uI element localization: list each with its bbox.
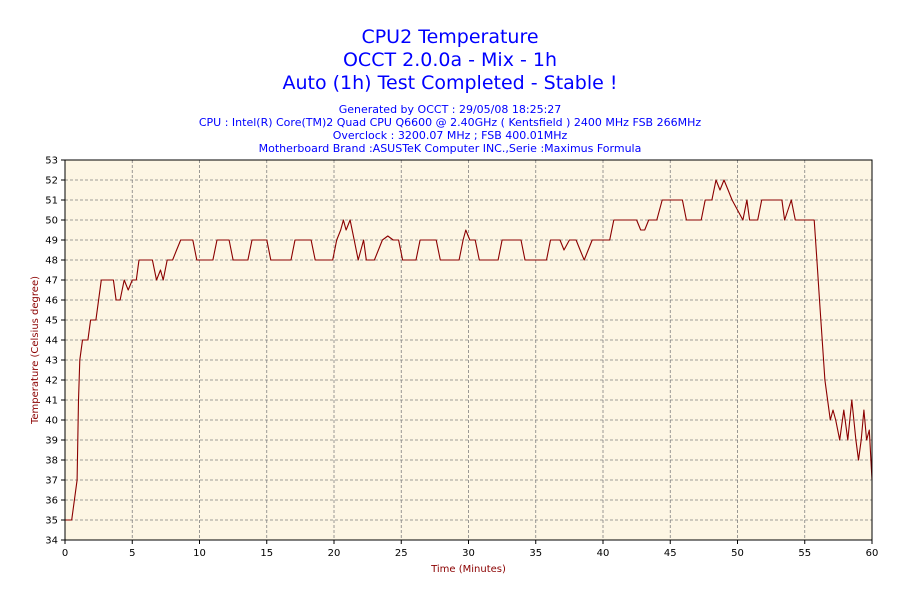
x-tick-label: 5 — [129, 548, 135, 559]
chart-subtitle: OCCT 2.0.0a - Mix - 1h — [342, 49, 558, 71]
chart-status: Auto (1h) Test Completed - Stable ! — [282, 72, 618, 94]
x-tick-label: 50 — [731, 548, 744, 559]
temperature-series-line — [65, 179, 873, 521]
y-tick-label: 35 — [45, 516, 58, 527]
y-tick-label: 44 — [45, 336, 58, 347]
y-tick-label: 52 — [45, 176, 58, 187]
x-tick-label: 60 — [866, 548, 879, 559]
cpu-info: CPU : Intel(R) Core(TM)2 Quad CPU Q6600 … — [198, 116, 702, 129]
y-tick-label: 49 — [45, 236, 58, 247]
x-tick-label: 30 — [462, 548, 475, 559]
generated-info: Generated by OCCT : 29/05/08 18:25:27 — [338, 103, 562, 116]
axis-ticks: 3435363738394041424344454647484950515253… — [45, 156, 878, 560]
y-tick-label: 48 — [45, 256, 58, 267]
x-tick-label: 0 — [62, 548, 68, 559]
y-tick-label: 51 — [45, 196, 58, 207]
x-tick-label: 15 — [260, 548, 273, 559]
x-tick-label: 40 — [597, 548, 610, 559]
y-tick-label: 45 — [45, 316, 58, 327]
series-group — [65, 179, 873, 521]
y-tick-label: 39 — [45, 436, 58, 447]
y-tick-label: 53 — [45, 156, 58, 167]
y-tick-label: 38 — [45, 456, 58, 467]
x-tick-label: 45 — [664, 548, 677, 559]
grid — [65, 160, 872, 540]
y-tick-label: 42 — [45, 376, 58, 387]
y-tick-label: 37 — [45, 476, 58, 487]
y-tick-label: 40 — [45, 416, 58, 427]
y-tick-label: 46 — [45, 296, 58, 307]
x-tick-label: 35 — [529, 548, 542, 559]
motherboard-info: Motherboard Brand :ASUSTeK Computer INC.… — [258, 142, 642, 155]
y-tick-label: 50 — [45, 216, 58, 227]
overclock-info: Overclock : 3200.07 MHz ; FSB 400.01MHz — [332, 129, 568, 142]
chart-title: CPU2 Temperature — [361, 26, 539, 48]
y-tick-label: 43 — [45, 356, 58, 367]
x-axis-label: Time (Minutes) — [430, 564, 506, 575]
y-tick-label: 36 — [45, 496, 58, 507]
y-tick-label: 34 — [45, 536, 58, 547]
x-tick-label: 25 — [395, 548, 408, 559]
x-tick-label: 10 — [193, 548, 206, 559]
y-axis-label: Temperature (Celsius degree) — [30, 276, 41, 425]
x-tick-label: 55 — [798, 548, 811, 559]
y-tick-label: 47 — [45, 276, 58, 287]
x-tick-label: 20 — [328, 548, 341, 559]
plot-border — [64, 159, 873, 541]
y-tick-label: 41 — [45, 396, 58, 407]
